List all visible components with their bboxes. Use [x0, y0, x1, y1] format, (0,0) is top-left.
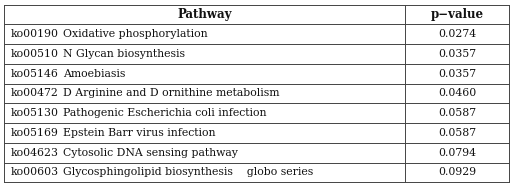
Text: Pathogenic Escherichia coli infection: Pathogenic Escherichia coli infection [63, 108, 267, 118]
Text: 0.0587: 0.0587 [438, 108, 476, 118]
Text: ko00603: ko00603 [10, 167, 58, 177]
Text: Pathway: Pathway [177, 8, 232, 21]
Text: ko00472: ko00472 [10, 88, 58, 99]
Text: Cytosolic DNA sensing pathway: Cytosolic DNA sensing pathway [63, 148, 238, 158]
Text: 0.0357: 0.0357 [438, 69, 476, 79]
Text: Glycosphingolipid biosynthesis    globo series: Glycosphingolipid biosynthesis globo ser… [63, 167, 313, 177]
Text: Epstein Barr virus infection: Epstein Barr virus infection [63, 128, 215, 138]
Text: ko05130: ko05130 [10, 108, 58, 118]
Text: 0.0274: 0.0274 [438, 29, 476, 39]
Text: 0.0460: 0.0460 [438, 88, 476, 99]
Text: ko05169: ko05169 [10, 128, 58, 138]
Text: ko00510: ko00510 [10, 49, 58, 59]
Text: D Arginine and D ornithine metabolism: D Arginine and D ornithine metabolism [63, 88, 280, 99]
Text: ko00190: ko00190 [10, 29, 58, 39]
Text: Oxidative phosphorylation: Oxidative phosphorylation [63, 29, 208, 39]
Text: 0.0929: 0.0929 [438, 167, 476, 177]
Text: Amoebiasis: Amoebiasis [63, 69, 126, 79]
Text: N Glycan biosynthesis: N Glycan biosynthesis [63, 49, 185, 59]
Text: 0.0794: 0.0794 [438, 148, 476, 158]
Text: 0.0587: 0.0587 [438, 128, 476, 138]
Text: ko05146: ko05146 [10, 69, 58, 79]
Text: p−value: p−value [430, 8, 484, 21]
Text: ko04623: ko04623 [10, 148, 58, 158]
Text: 0.0357: 0.0357 [438, 49, 476, 59]
